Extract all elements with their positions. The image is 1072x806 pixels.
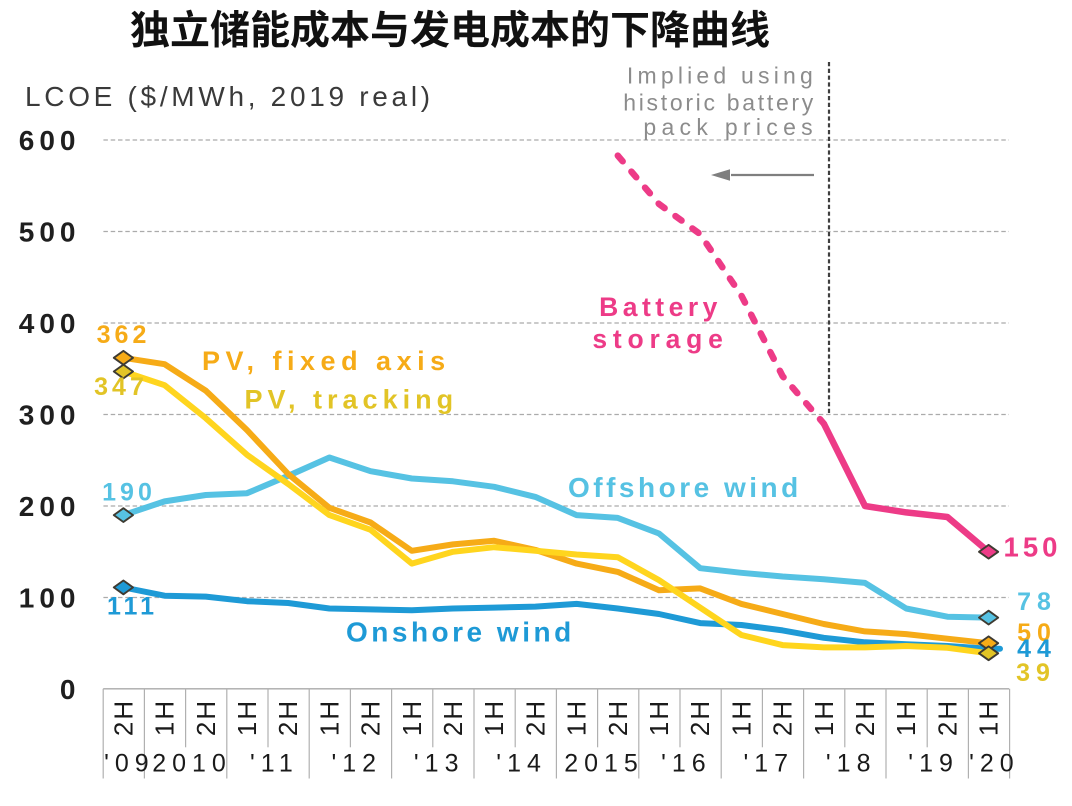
svg-text:2H: 2H: [273, 699, 303, 736]
svg-text:PV, tracking: PV, tracking: [245, 385, 459, 415]
svg-text:historic battery: historic battery: [623, 89, 816, 115]
svg-text:PV, fixed axis: PV, fixed axis: [202, 346, 451, 376]
svg-text:1H: 1H: [150, 699, 180, 736]
svg-text:500: 500: [19, 217, 81, 248]
svg-text:2H: 2H: [685, 699, 715, 736]
svg-text:2010: 2010: [152, 750, 232, 778]
svg-text:200: 200: [19, 491, 81, 522]
svg-text:1H: 1H: [314, 699, 344, 736]
svg-text:2015: 2015: [564, 750, 644, 778]
svg-text:1H: 1H: [726, 699, 756, 736]
svg-text:Implied using: Implied using: [627, 63, 817, 89]
svg-text:storage: storage: [592, 324, 728, 354]
svg-text:2H: 2H: [603, 699, 633, 736]
svg-text:300: 300: [19, 400, 81, 431]
svg-text:190: 190: [102, 479, 156, 507]
svg-text:2H: 2H: [356, 699, 386, 736]
svg-text:111: 111: [107, 593, 158, 621]
svg-text:1H: 1H: [891, 699, 921, 736]
svg-text:362: 362: [97, 321, 151, 349]
svg-text:LCOE ($/MWh, 2019 real): LCOE ($/MWh, 2019 real): [25, 81, 434, 112]
svg-text:1H: 1H: [974, 699, 1004, 736]
svg-text:78: 78: [1017, 588, 1057, 616]
svg-text:1H: 1H: [809, 699, 839, 736]
svg-text:'11: '11: [250, 750, 299, 778]
svg-text:2H: 2H: [520, 699, 550, 736]
svg-text:2H: 2H: [191, 699, 221, 736]
svg-text:39: 39: [1016, 659, 1056, 687]
svg-text:2H: 2H: [932, 699, 962, 736]
svg-text:2H: 2H: [850, 699, 880, 736]
svg-text:'14: '14: [496, 750, 547, 778]
svg-text:'13: '13: [414, 750, 465, 778]
svg-text:100: 100: [19, 583, 81, 614]
svg-text:'20: '20: [969, 750, 1020, 778]
svg-text:'18: '18: [826, 750, 877, 778]
svg-text:'17: '17: [744, 750, 795, 778]
svg-text:1H: 1H: [644, 699, 674, 736]
svg-text:1H: 1H: [562, 699, 592, 736]
svg-text:'19: '19: [908, 750, 959, 778]
svg-text:'09: '09: [104, 750, 155, 778]
svg-text:Onshore wind: Onshore wind: [346, 617, 575, 648]
svg-text:150: 150: [1004, 532, 1062, 563]
svg-text:2H: 2H: [108, 699, 138, 736]
svg-text:Battery: Battery: [599, 292, 722, 322]
svg-text:0: 0: [60, 674, 81, 705]
svg-text:50: 50: [1017, 619, 1057, 647]
svg-text:44: 44: [1017, 635, 1057, 663]
svg-text:400: 400: [19, 308, 81, 339]
svg-text:347: 347: [94, 373, 148, 401]
svg-text:1H: 1H: [397, 699, 427, 736]
svg-text:600: 600: [19, 125, 81, 156]
svg-text:2H: 2H: [768, 699, 798, 736]
svg-text:Offshore wind: Offshore wind: [568, 472, 802, 503]
svg-text:'12: '12: [332, 750, 383, 778]
svg-text:'16: '16: [661, 750, 712, 778]
svg-text:1H: 1H: [479, 699, 509, 736]
svg-text:1H: 1H: [232, 699, 262, 736]
svg-text:pack prices: pack prices: [643, 114, 818, 140]
svg-text:2H: 2H: [438, 699, 468, 736]
